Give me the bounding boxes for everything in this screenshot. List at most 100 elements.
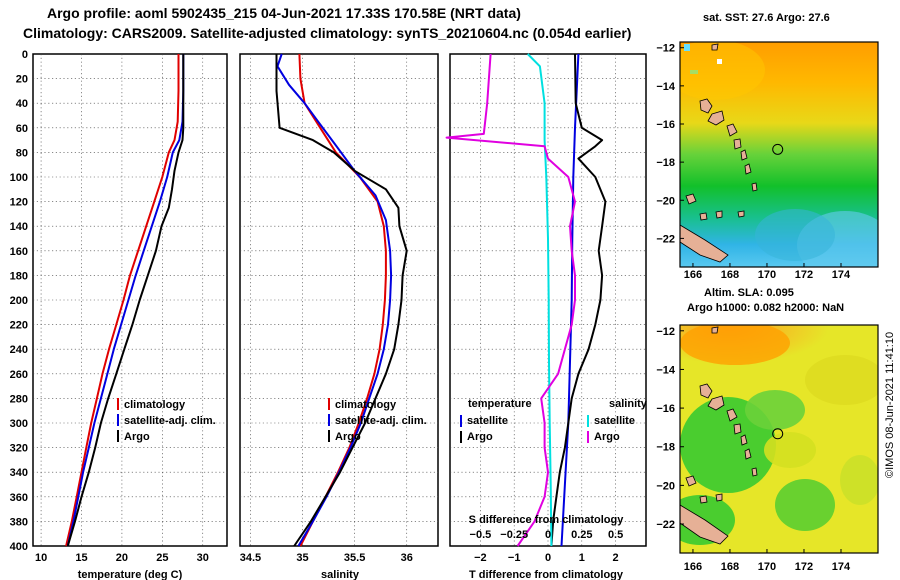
legend-sat-label: satellite-adj. clim. <box>124 415 216 427</box>
map-y-tick-label: −20 <box>656 480 675 492</box>
sla-map-tick-labels: 166 168 170 172 174 −12 −14 −16 −18 −20 −22 <box>656 326 851 573</box>
map-y-tick-label: −22 <box>656 519 675 531</box>
map-x-tick-label: 172 <box>795 561 813 573</box>
salinity-grid <box>240 54 438 546</box>
x-tick-label: 20 <box>116 552 128 564</box>
y-tick-label: 360 <box>10 492 28 504</box>
map-x-tick-label: 166 <box>684 561 702 573</box>
y-tick-label: 260 <box>10 369 28 381</box>
sla-map: 166 168 170 172 174 −12 −14 −16 −18 −20 −22 <box>656 324 879 573</box>
y-tick-label: 380 <box>10 516 28 528</box>
legend-temp-argo-label: Argo <box>467 431 493 443</box>
y-tick-label: 40 <box>16 98 28 110</box>
x-tick-label: 36 <box>401 552 413 564</box>
sla-map-subtitle: Argo h1000: 0.082 h2000: NaN <box>687 302 845 314</box>
depth-tick-labels: 0 20 40 60 80 100 120 140 160 180 200 220 240 260 280 3… <box>10 49 28 553</box>
legend-temperature-title: temperature <box>468 398 532 410</box>
x-tick-label: 0 <box>545 552 551 564</box>
series-line-argo <box>66 54 185 547</box>
x-tick-label: −2 <box>474 552 487 564</box>
s-difference-tick-labels: −0.5 −0.25 0 0.25 0.5 <box>470 529 624 541</box>
map-y-tick-label: −22 <box>656 233 675 245</box>
y-tick-label: 340 <box>10 467 28 479</box>
sst-map-title: sat. SST: 27.6 Argo: 27.6 <box>703 12 830 24</box>
y-tick-label: 100 <box>10 172 28 184</box>
x-tick-label: 35.5 <box>344 552 365 564</box>
legend-salinity-title: salinity <box>609 398 648 410</box>
map-x-tick-label: 170 <box>758 269 776 281</box>
s-difference-tick-label: 0.5 <box>608 529 623 541</box>
map-y-tick-label: −12 <box>656 326 675 338</box>
difference-legend: temperature salinity satellite Argo sate… <box>460 398 648 443</box>
temperature-panel: 10 15 20 25 30 0 20 40 60 80 100 120 140 160 180 200 22… <box>10 49 228 580</box>
x-tick-label: 25 <box>156 552 168 564</box>
map-x-tick-label: 166 <box>684 269 702 281</box>
y-tick-label: 240 <box>10 344 28 356</box>
sst-argo-location-marker <box>772 143 784 155</box>
s-difference-axis-label: S difference from climatology <box>469 514 625 526</box>
y-tick-label: 220 <box>10 320 28 332</box>
y-tick-label: 120 <box>10 197 28 209</box>
map-x-tick-label: 172 <box>795 269 813 281</box>
map-x-tick-label: 168 <box>721 269 739 281</box>
figure-title-line-1: Argo profile: aoml 5902435_215 04-Jun-20… <box>47 5 521 21</box>
series-line-satellite-adj-clim- <box>66 54 185 547</box>
map-y-tick-label: −12 <box>656 43 675 55</box>
legend-argo-label: Argo <box>335 431 361 443</box>
y-tick-label: 180 <box>10 270 28 282</box>
map-x-tick-label: 168 <box>721 561 739 573</box>
sla-field-detail <box>680 325 878 545</box>
series-line-salinity-argo <box>445 53 576 547</box>
y-tick-label: 0 <box>22 49 28 61</box>
x-tick-label: 1 <box>579 552 585 564</box>
y-tick-label: 280 <box>10 393 28 405</box>
y-tick-label: 140 <box>10 221 28 233</box>
temperature-tick-labels: 10 15 20 25 30 <box>35 552 209 564</box>
series-line-salinity-satellite <box>526 53 553 547</box>
y-tick-label: 160 <box>10 246 28 258</box>
legend-clim-label: climatology <box>124 399 186 411</box>
salinity-panel: 34.5 35 35.5 36 salinity climatology satell… <box>239 53 439 580</box>
sst-field-detail <box>680 42 878 267</box>
x-tick-label: 30 <box>197 552 209 564</box>
s-difference-tick-label: 0 <box>545 529 551 541</box>
map-y-tick-label: −16 <box>656 119 675 131</box>
temperature-xlabel: temperature (deg C) <box>78 569 183 580</box>
s-difference-tick-label: 0.25 <box>571 529 592 541</box>
y-tick-label: 200 <box>10 295 28 307</box>
y-tick-label: 300 <box>10 418 28 430</box>
difference-panel: −2 −1 0 1 2 T difference from climatology te… <box>445 53 648 580</box>
y-tick-label: 80 <box>16 147 28 159</box>
sst-map-tick-labels: 166 168 170 172 174 −12 −14 −16 −18 −20 −22 <box>656 43 851 281</box>
x-tick-label: 10 <box>35 552 47 564</box>
y-tick-label: 20 <box>16 74 28 86</box>
x-tick-label: 35 <box>296 552 308 564</box>
series-line-climatology <box>65 54 180 547</box>
sla-map-title: Altim. SLA: 0.095 <box>704 287 794 299</box>
s-difference-tick-label: −0.25 <box>500 529 528 541</box>
y-tick-label: 60 <box>16 123 28 135</box>
map-y-tick-label: −14 <box>656 81 676 93</box>
figure-title-line-2: Climatology: CARS2009. Satellite-adjuste… <box>23 25 632 41</box>
map-y-tick-label: −16 <box>656 403 675 415</box>
series-line-argo <box>275 54 408 547</box>
map-x-tick-label: 174 <box>832 269 851 281</box>
salinity-tick-labels: 34.5 35 35.5 36 <box>240 552 413 564</box>
salinity-series <box>275 53 408 547</box>
legend-sal-argo-label: Argo <box>594 431 620 443</box>
series-line-temperature-satellite <box>560 53 580 547</box>
series-line-satellite-adj-clim- <box>276 53 393 547</box>
series-line-temperature-argo <box>550 53 607 547</box>
y-tick-label: 400 <box>10 541 28 553</box>
sst-map-frame <box>679 41 879 268</box>
legend-clim-label: climatology <box>335 399 397 411</box>
temperature-series <box>65 54 185 547</box>
s-difference-tick-label: −0.5 <box>470 529 492 541</box>
legend-sat-label: satellite-adj. clim. <box>335 415 427 427</box>
temperature-plot-frame <box>32 53 228 547</box>
difference-xlabel: T difference from climatology <box>469 569 624 580</box>
map-x-tick-label: 170 <box>758 561 776 573</box>
y-tick-label: 320 <box>10 443 28 455</box>
difference-tick-labels: −2 −1 0 1 2 <box>474 552 619 564</box>
